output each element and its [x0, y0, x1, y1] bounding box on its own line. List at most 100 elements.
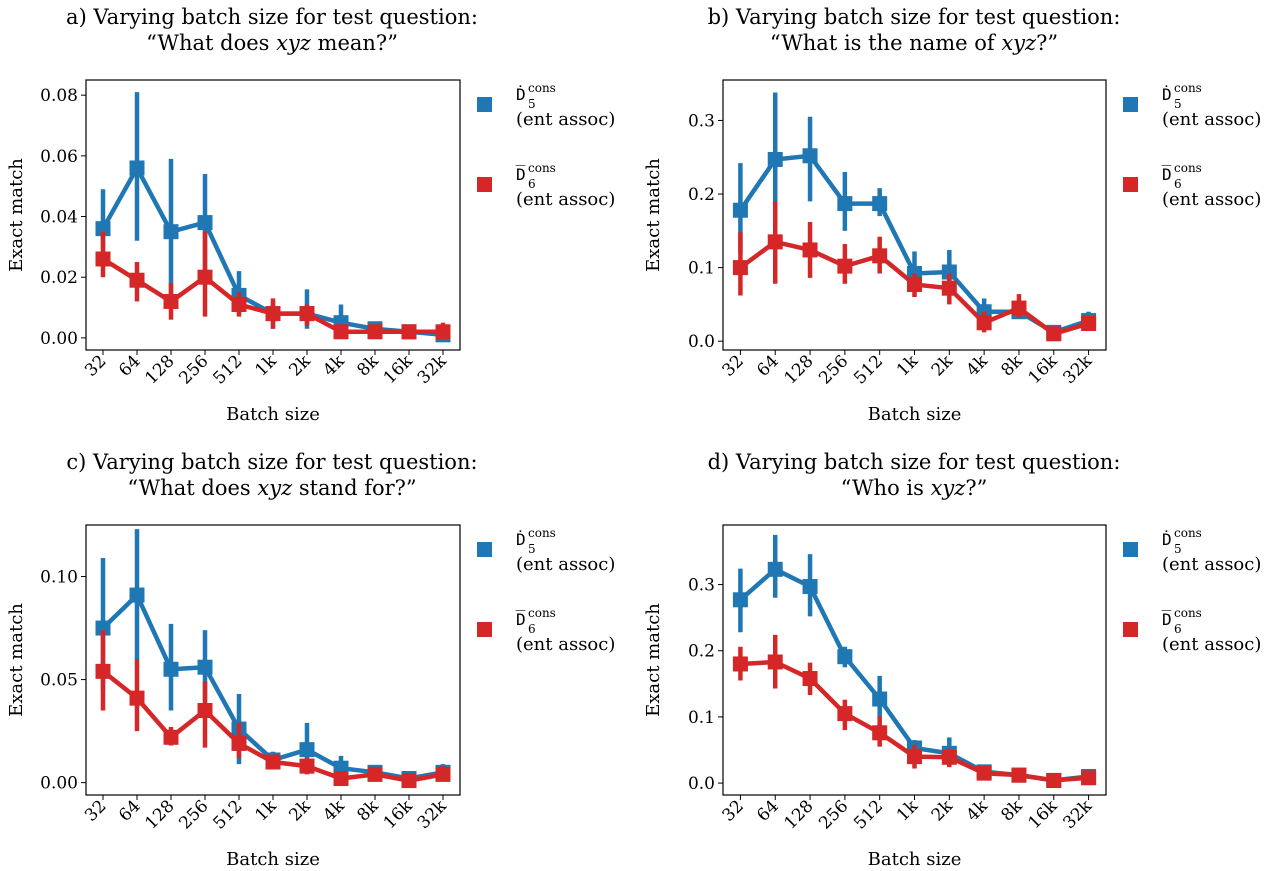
legend-symbol: D̅: [516, 165, 526, 184]
data-point: [767, 234, 783, 250]
x-tick-label: 2k: [928, 351, 958, 381]
legend-superscript: cons: [1174, 81, 1202, 95]
legend-superscript: cons: [528, 81, 556, 95]
legend-subscript: 6: [528, 622, 536, 636]
data-point: [837, 649, 853, 665]
legend-superscript: cons: [528, 161, 556, 175]
x-tick-label: 256: [815, 351, 852, 388]
data-point: [95, 251, 111, 267]
x-tick-label: 4k: [963, 351, 993, 381]
title-part: xyz: [276, 31, 312, 55]
x-tick-label: 128: [780, 796, 817, 833]
y-tick-label: 0.00: [40, 329, 78, 349]
data-point: [95, 620, 111, 636]
x-tick-label: 256: [815, 796, 852, 833]
legend-text: (ent assoc): [516, 109, 615, 130]
x-tick-label: 4k: [319, 796, 349, 826]
legend-text: (ent assoc): [1162, 189, 1261, 210]
title-part: “What is the name of: [770, 31, 1001, 55]
x-tick-label: 32k: [1059, 796, 1096, 833]
x-tick-label: 32k: [414, 351, 451, 388]
data-point: [976, 315, 992, 331]
legend-item-2: D̅ cons 6(ent assoc): [477, 161, 615, 210]
x-tick-label: 512: [850, 796, 887, 833]
y-tick-label: 0.02: [40, 268, 78, 288]
y-tick-label: 0.3: [688, 576, 715, 596]
x-tick-label: 16k: [1025, 796, 1062, 833]
x-tick-label: 16k: [380, 351, 417, 388]
data-point: [1011, 767, 1027, 783]
data-point: [299, 306, 315, 322]
x-tick-label: 64: [115, 351, 144, 380]
x-tick-label: 512: [209, 796, 246, 833]
x-tick-label: 8k: [997, 796, 1027, 826]
data-point: [837, 706, 853, 722]
data-point: [1011, 300, 1027, 316]
data-point: [95, 663, 111, 679]
x-tick-label: 8k: [353, 796, 383, 826]
legend-text: (ent assoc): [516, 554, 615, 575]
x-tick-label: 4k: [963, 796, 993, 826]
data-point: [129, 690, 145, 706]
data-point: [231, 296, 247, 312]
data-point: [872, 248, 888, 264]
data-point: [976, 765, 992, 781]
x-tick-label: 2k: [928, 796, 958, 826]
data-point: [802, 579, 818, 595]
data-point: [197, 659, 213, 675]
x-axis-label: Batch size: [226, 404, 320, 425]
data-point: [802, 242, 818, 258]
x-tick-label: 64: [753, 796, 782, 825]
x-tick-label: 32: [81, 351, 110, 380]
data-point: [802, 148, 818, 164]
y-axis-label: Exact match: [6, 603, 27, 717]
legend-swatch: [477, 622, 492, 637]
chart-title-line1: d) Varying batch size for test question:: [708, 450, 1121, 474]
title-part: ?”: [1036, 31, 1058, 55]
data-point: [802, 671, 818, 687]
legend-superscript: cons: [528, 606, 556, 620]
legend-symbol: D̅: [516, 610, 526, 629]
legend-subscript: 5: [1174, 97, 1182, 111]
legend-item-2: D̅ cons 6(ent assoc): [1123, 161, 1261, 210]
x-tick-label: 128: [141, 796, 178, 833]
chart-title-line2: “What does xyz mean?”: [146, 31, 398, 55]
legend-swatch: [1123, 542, 1138, 557]
data-point: [767, 654, 783, 670]
y-axis-label: Exact match: [643, 158, 664, 272]
y-axis-label: Exact match: [6, 158, 27, 272]
y-tick-label: 0.0: [688, 332, 715, 352]
data-point: [95, 221, 111, 237]
data-point: [1081, 316, 1097, 332]
title-part: xyz: [257, 476, 293, 500]
data-point: [1046, 772, 1062, 788]
x-tick-label: 32k: [1059, 351, 1096, 388]
data-point: [129, 160, 145, 176]
data-point: [837, 196, 853, 212]
x-tick-label: 64: [115, 796, 144, 825]
y-tick-label: 0.0: [688, 774, 715, 794]
y-tick-label: 0.04: [40, 208, 78, 228]
x-tick-label: 128: [141, 351, 178, 388]
chart-title-line1: b) Varying batch size for test question:: [708, 5, 1121, 29]
data-point: [197, 269, 213, 285]
data-point: [163, 293, 179, 309]
data-point: [732, 656, 748, 672]
chart-title-line1: c) Varying batch size for test question:: [66, 450, 477, 474]
chart-panel-1: a) Varying batch size for test question:…: [6, 5, 615, 425]
data-point: [299, 758, 315, 774]
chart-panel-2: b) Varying batch size for test question:…: [643, 5, 1261, 425]
title-part: xyz: [1001, 31, 1037, 55]
series-2: [732, 634, 1097, 788]
data-point: [265, 306, 281, 322]
title-part: mean?”: [311, 31, 398, 55]
series-2: [95, 231, 451, 340]
legend-swatch: [477, 177, 492, 192]
chart-panel-4: d) Varying batch size for test question:…: [643, 450, 1261, 870]
data-point: [941, 280, 957, 296]
series-1: [732, 92, 1097, 340]
legend-swatch: [477, 97, 492, 112]
